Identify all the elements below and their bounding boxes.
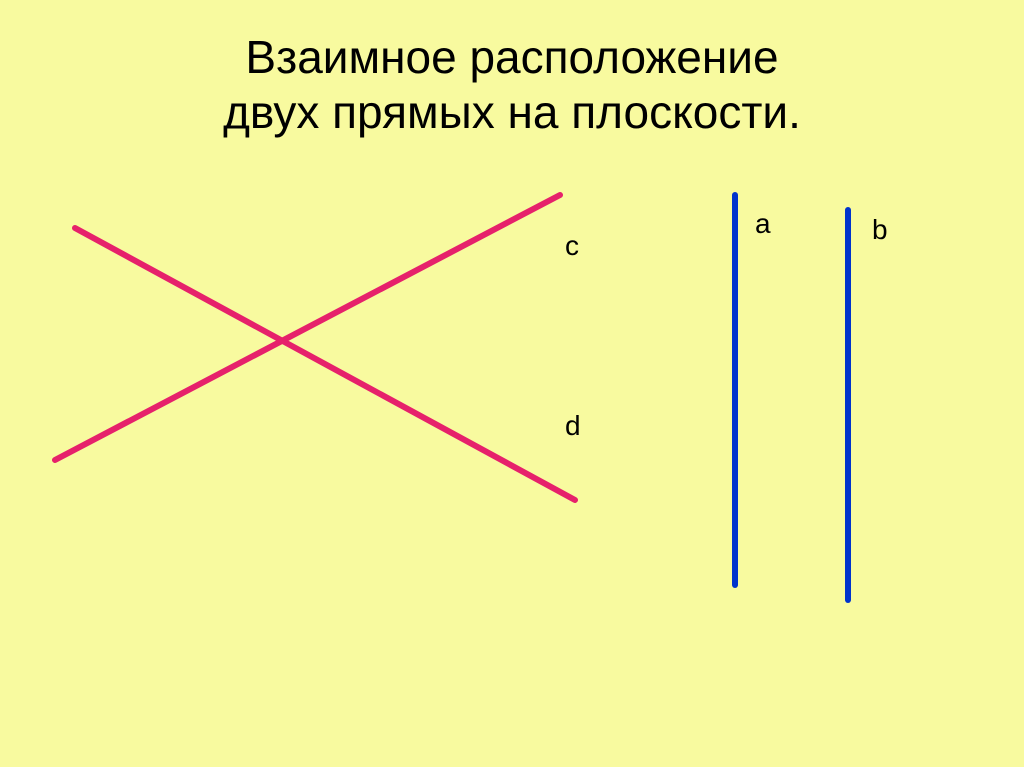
label-a: a: [755, 208, 771, 240]
lines-svg: [0, 0, 1024, 640]
label-b: b: [872, 214, 888, 246]
line-d: [75, 228, 575, 500]
line-c: [55, 195, 560, 460]
label-c: c: [565, 230, 579, 262]
geometry-diagram: c d a b: [0, 170, 1024, 720]
label-d: d: [565, 410, 581, 442]
